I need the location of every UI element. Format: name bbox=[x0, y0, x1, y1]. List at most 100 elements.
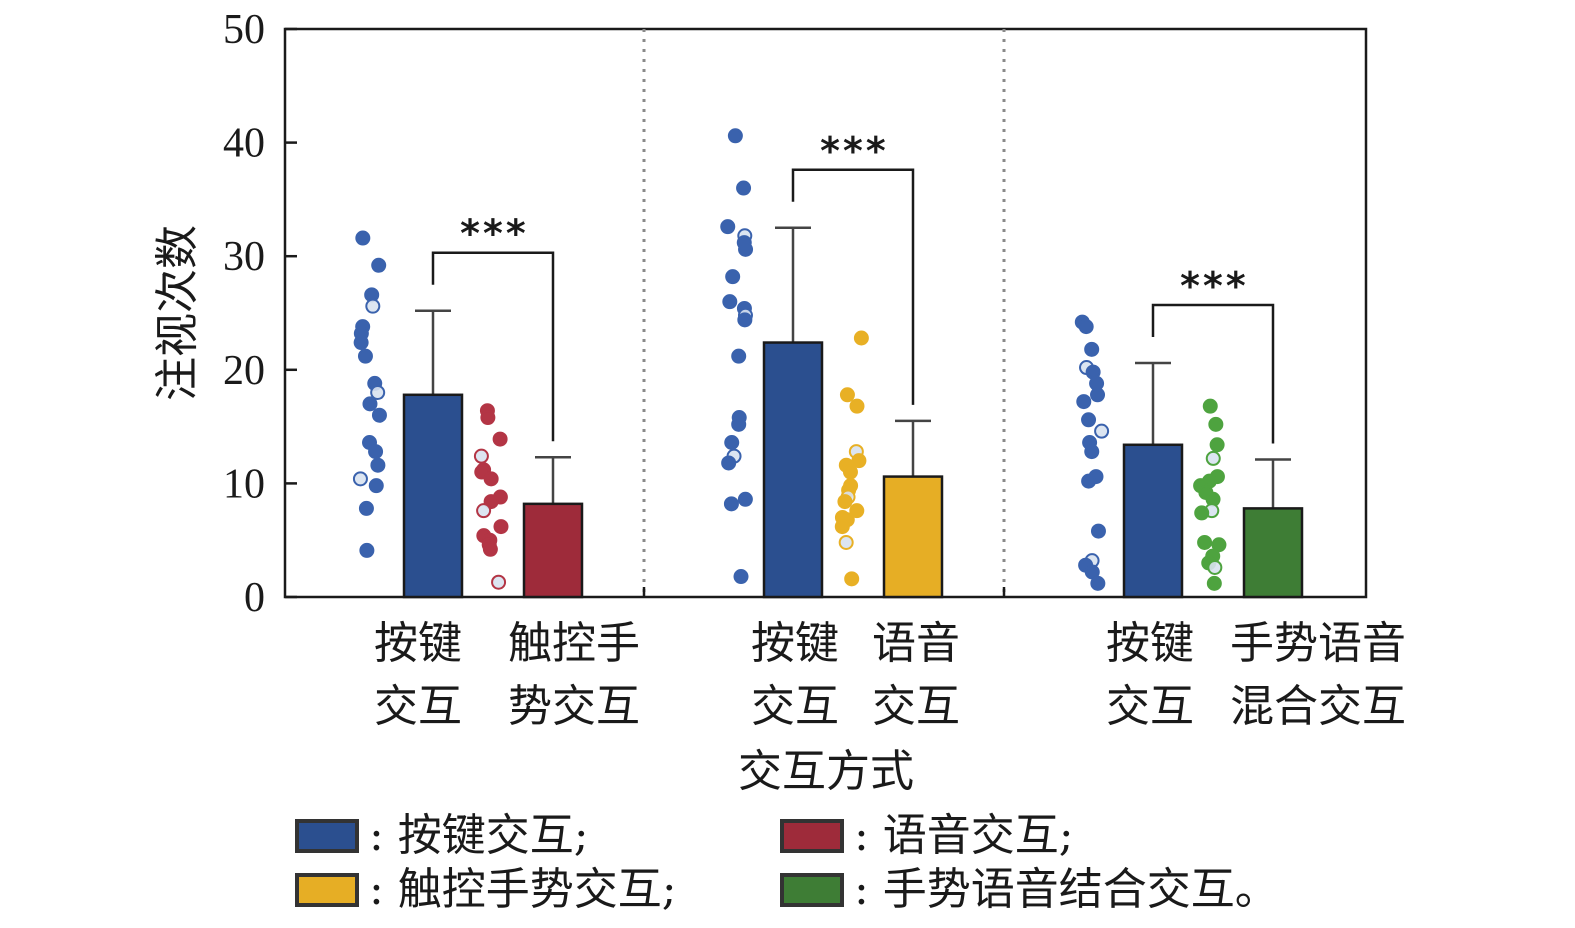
category-label-1-0-0: 按键 bbox=[751, 618, 839, 669]
data-point-0-0-0 bbox=[355, 230, 371, 246]
category-label-0-0-0: 按键 bbox=[374, 618, 462, 669]
y-tick-label-0: 0 bbox=[244, 575, 265, 621]
category-label-0-0-1: 交互 bbox=[374, 681, 462, 732]
legend-swatch-0 bbox=[295, 819, 359, 853]
category-label-2-0-1: 交互 bbox=[1106, 681, 1194, 732]
data-point-2-1-15 bbox=[1207, 559, 1223, 575]
data-point-1-1-15 bbox=[838, 534, 854, 550]
data-point-0-0-13 bbox=[368, 444, 384, 460]
data-point-1-0-19 bbox=[733, 569, 749, 585]
category-label-2-0-0: 按键 bbox=[1106, 618, 1194, 669]
data-point-0-1-15 bbox=[491, 574, 507, 590]
legend-item-3: : 手势语音结合交互。 bbox=[780, 868, 1279, 912]
category-label-2-1-0: 手势语音 bbox=[1230, 618, 1406, 669]
category-label-0-1-1: 势交互 bbox=[508, 681, 640, 732]
data-point-1-0-6 bbox=[725, 269, 741, 285]
data-point-0-0-6 bbox=[353, 335, 369, 351]
x-axis-title: 交互方式 bbox=[738, 746, 914, 797]
data-point-2-0-2 bbox=[1084, 341, 1100, 357]
data-point-2-0-14 bbox=[1090, 523, 1106, 539]
bar-2-1 bbox=[1242, 507, 1304, 599]
legend-label-3: : 手势语音结合交互。 bbox=[854, 864, 1279, 915]
legend-label-0: : 按键交互; bbox=[369, 810, 589, 861]
data-point-2-1-11 bbox=[1197, 534, 1213, 550]
significance-bracket-1 bbox=[791, 168, 915, 405]
significance-bracket-0 bbox=[431, 251, 555, 442]
data-point-0-0-18 bbox=[359, 542, 375, 558]
y-tick-label-4: 40 bbox=[223, 121, 265, 167]
bar-1-1 bbox=[882, 475, 944, 599]
significance-label-0: *** bbox=[459, 212, 528, 256]
plot-frame bbox=[283, 27, 1368, 599]
legend-label-1: : 语音交互; bbox=[854, 810, 1074, 861]
data-point-0-0-17 bbox=[358, 500, 374, 516]
bar-0-1 bbox=[522, 502, 584, 599]
data-point-1-1-1 bbox=[839, 387, 855, 403]
data-point-1-0-17 bbox=[737, 491, 753, 507]
data-point-2-0-11 bbox=[1084, 444, 1100, 460]
data-point-1-0-11 bbox=[731, 348, 747, 364]
data-point-1-0-13 bbox=[731, 416, 747, 432]
data-point-2-0-8 bbox=[1081, 412, 1097, 428]
data-point-0-1-10 bbox=[493, 519, 509, 535]
y-tick-label-3: 30 bbox=[223, 234, 265, 280]
data-point-1-0-1 bbox=[736, 180, 752, 196]
data-point-0-0-9 bbox=[370, 385, 386, 401]
category-label-2-1-1: 混合交互 bbox=[1230, 681, 1406, 732]
data-point-0-1-2 bbox=[492, 431, 508, 447]
data-point-0-0-14 bbox=[370, 457, 386, 473]
data-point-2-1-3 bbox=[1205, 450, 1221, 466]
data-point-2-0-9 bbox=[1094, 423, 1110, 439]
data-point-2-1-2 bbox=[1209, 437, 1225, 453]
data-point-1-0-2 bbox=[720, 219, 736, 235]
data-point-1-1-14 bbox=[834, 519, 850, 535]
category-label-1-1-0: 语音 bbox=[872, 618, 960, 669]
y-tick-label-1: 10 bbox=[223, 461, 265, 507]
data-point-1-0-0 bbox=[727, 128, 743, 144]
legend-label-2: : 触控手势交互; bbox=[369, 864, 677, 915]
data-point-0-1-9 bbox=[476, 503, 492, 519]
data-point-0-0-3 bbox=[365, 298, 381, 314]
data-point-2-0-7 bbox=[1076, 394, 1092, 410]
y-tick-label-5: 50 bbox=[223, 7, 265, 53]
legend-item-2: : 触控手势交互; bbox=[295, 868, 677, 912]
significance-label-2: *** bbox=[1179, 264, 1248, 308]
data-point-0-0-15 bbox=[352, 471, 368, 487]
legend-item-1: : 语音交互; bbox=[780, 814, 1074, 858]
y-tick-label-2: 20 bbox=[223, 348, 265, 394]
category-label-0-1-0: 触控手 bbox=[508, 618, 640, 669]
data-point-2-1-16 bbox=[1206, 575, 1222, 591]
data-point-2-0-1 bbox=[1078, 319, 1094, 335]
data-point-0-1-6 bbox=[483, 471, 499, 487]
data-point-2-0-13 bbox=[1081, 473, 1097, 489]
data-point-1-0-10 bbox=[737, 312, 753, 328]
legend-swatch-1 bbox=[780, 819, 844, 853]
data-point-2-1-10 bbox=[1194, 505, 1210, 521]
data-point-1-0-18 bbox=[723, 496, 739, 512]
significance-label-1: *** bbox=[819, 129, 888, 173]
data-point-0-1-1 bbox=[480, 410, 496, 426]
data-point-0-1-14 bbox=[482, 541, 498, 557]
data-point-1-1-4 bbox=[851, 453, 867, 469]
data-point-1-0-14 bbox=[724, 435, 740, 451]
data-point-0-1-3 bbox=[473, 448, 489, 464]
data-point-0-0-7 bbox=[357, 348, 373, 364]
bar-1-0 bbox=[762, 341, 824, 599]
data-point-2-0-18 bbox=[1090, 575, 1106, 591]
data-point-2-1-12 bbox=[1211, 537, 1227, 553]
category-label-1-1-1: 交互 bbox=[872, 681, 960, 732]
data-point-0-0-16 bbox=[368, 478, 384, 494]
data-point-1-1-6 bbox=[842, 464, 858, 480]
data-point-1-1-0 bbox=[853, 330, 869, 346]
data-point-2-1-1 bbox=[1208, 416, 1224, 432]
data-point-0-0-1 bbox=[371, 257, 387, 273]
data-point-0-0-11 bbox=[371, 407, 387, 423]
data-point-2-0-6 bbox=[1090, 387, 1106, 403]
bar-2-0 bbox=[1122, 443, 1184, 599]
data-point-1-1-2 bbox=[849, 398, 865, 414]
data-point-1-1-10 bbox=[837, 494, 853, 510]
data-point-1-0-7 bbox=[722, 294, 738, 310]
bar-0-0 bbox=[402, 393, 464, 599]
significance-bracket-2 bbox=[1151, 303, 1275, 444]
